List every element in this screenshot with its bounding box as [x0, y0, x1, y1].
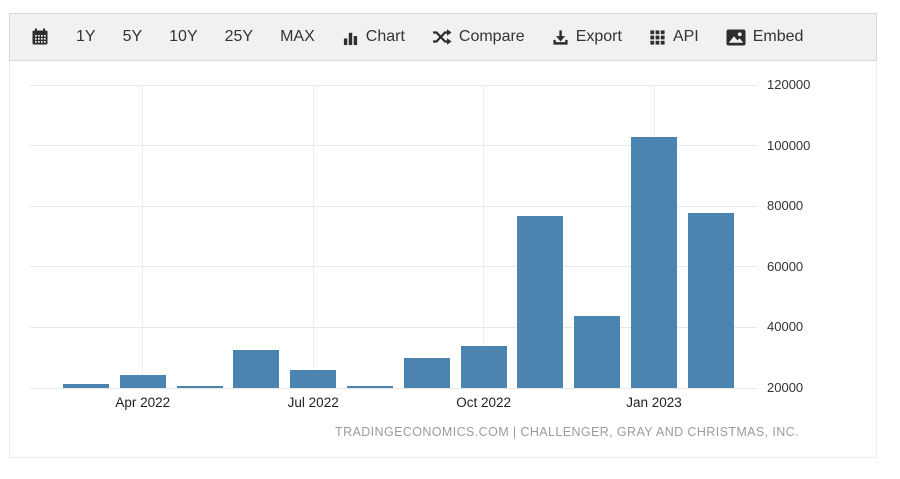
bar-jul-2022[interactable]: [290, 370, 337, 388]
range-max-label: MAX: [280, 28, 315, 45]
bar-jun-2022[interactable]: [233, 350, 280, 388]
y-axis-tick-label: 80000: [767, 198, 804, 214]
gridline-vertical: [483, 85, 485, 388]
bar-feb-2023[interactable]: [687, 212, 734, 388]
bar-jan-2023[interactable]: [631, 136, 677, 388]
gridline-horizontal: [30, 326, 757, 328]
x-axis-tick-label: Jul 2022: [287, 395, 339, 410]
gridline-horizontal: [30, 387, 757, 389]
range-max-button[interactable]: MAX: [280, 29, 315, 45]
range-5y-label: 5Y: [122, 28, 143, 45]
gridline-horizontal: [30, 205, 757, 207]
export-label: Export: [575, 28, 622, 45]
gridline-horizontal: [30, 84, 757, 86]
bar-oct-2022[interactable]: [460, 346, 507, 388]
chart-type-button[interactable]: Chart: [342, 29, 405, 46]
download-icon: [552, 29, 569, 46]
bar-mar-2022[interactable]: [63, 383, 109, 388]
export-button[interactable]: Export: [552, 29, 622, 46]
y-axis-tick-label: 60000: [767, 258, 804, 274]
image-icon: [726, 29, 746, 46]
chart-toolbar: 1Y 5Y 10Y 25Y MAX Chart: [9, 13, 877, 61]
bar-may-2022[interactable]: [176, 385, 223, 388]
api-button[interactable]: API: [649, 29, 699, 46]
compare-label: Compare: [458, 28, 525, 45]
grid-icon: [649, 29, 666, 46]
embed-label: Embed: [752, 28, 804, 45]
range-1y-label: 1Y: [76, 28, 96, 45]
embed-button[interactable]: Embed: [726, 28, 804, 46]
range-5y-button[interactable]: 5Y: [123, 29, 143, 45]
range-1y-button[interactable]: 1Y: [76, 29, 96, 45]
range-10y-button[interactable]: 10Y: [169, 29, 197, 45]
bar-nov-2022[interactable]: [517, 215, 564, 388]
calendar-button[interactable]: [31, 28, 49, 46]
compare-button[interactable]: Compare: [432, 28, 525, 46]
bar-dec-2022[interactable]: [574, 316, 621, 388]
bar-sep-2022[interactable]: [403, 357, 450, 388]
range-25y-button[interactable]: 25Y: [225, 29, 253, 45]
bar-apr-2022[interactable]: [119, 375, 166, 388]
y-axis-tick-label: 120000: [767, 77, 811, 92]
bar-chart-icon: [342, 29, 359, 46]
attribution-text: TRADINGECONOMICS.COM | CHALLENGER, GRAY …: [335, 425, 799, 439]
chart-type-label: Chart: [365, 28, 405, 45]
calendar-icon: [31, 28, 49, 46]
gridline-horizontal: [30, 145, 757, 147]
chart-area: TRADINGECONOMICS.COM | CHALLENGER, GRAY …: [9, 61, 877, 458]
x-axis-tick-label: Jan 2023: [626, 395, 682, 410]
bar-aug-2022[interactable]: [347, 386, 393, 388]
x-axis-tick-label: Oct 2022: [456, 395, 511, 410]
gridline-vertical: [142, 85, 144, 388]
y-axis-tick-label: 40000: [767, 319, 804, 335]
api-label: API: [672, 28, 699, 45]
gridline-vertical: [312, 85, 314, 388]
range-25y-label: 25Y: [224, 28, 254, 45]
gridline-horizontal: [30, 266, 757, 268]
x-axis-tick-label: Apr 2022: [115, 395, 171, 410]
y-axis-tick-label: 20000: [767, 380, 804, 395]
shuffle-icon: [432, 28, 452, 46]
range-10y-label: 10Y: [169, 28, 198, 45]
y-axis-tick-label: 100000: [767, 137, 811, 153]
